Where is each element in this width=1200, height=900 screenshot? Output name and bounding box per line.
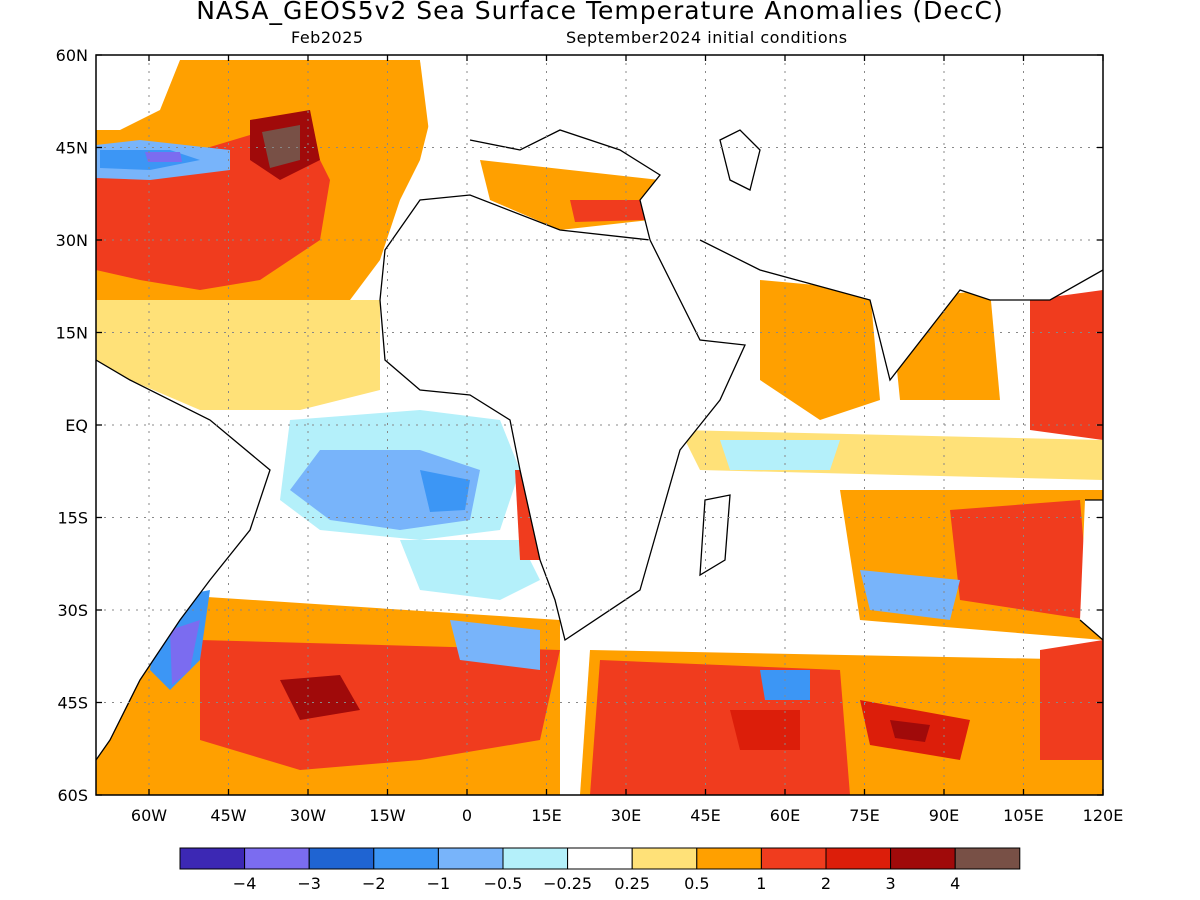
valid-month-label: Feb2025: [291, 28, 364, 47]
lon-label: 60W: [131, 806, 167, 825]
colorbar-swatch: [308, 847, 375, 870]
colorbar-swatch: [696, 847, 762, 870]
colorbar-label: −4: [233, 874, 257, 893]
lat-label: 45S: [57, 694, 88, 713]
colorbar-label: −2: [362, 874, 386, 893]
colorbar-label: 4: [950, 874, 960, 893]
graticule: [96, 55, 1103, 795]
colorbar-label: 2: [821, 874, 831, 893]
colorbar-label: 3: [886, 874, 896, 893]
colorbar-swatch: [179, 847, 246, 870]
longitude-labels: 60W 45W 30W 15W 0 15E 30E 45E 60E 75E 90E 105E 120E: [131, 55, 1123, 825]
lon-label: 15E: [531, 806, 561, 825]
latitude-labels: 60N 45N 30N 15N EQ 15S 30S 45S 60S: [56, 46, 1103, 805]
lon-label: 45W: [210, 806, 246, 825]
lon-label: 0: [462, 806, 472, 825]
colorbar-swatch: [954, 847, 1021, 870]
lon-label: 30E: [611, 806, 641, 825]
lat-label: 15S: [57, 509, 88, 528]
lat-label: 60N: [56, 46, 88, 65]
lon-label: 30W: [290, 806, 326, 825]
lon-label: 60E: [770, 806, 800, 825]
colorbar-swatch: [437, 847, 504, 870]
colorbar-swatch: [760, 847, 827, 870]
lon-label: 105E: [1003, 806, 1044, 825]
lat-label: EQ: [65, 416, 88, 435]
lat-label: 30S: [57, 601, 88, 620]
lon-label: 120E: [1083, 806, 1124, 825]
colorbar-swatch: [373, 847, 439, 870]
colorbar-label: −0.5: [484, 874, 523, 893]
colorbar-swatch: [502, 847, 569, 870]
colorbar-swatch: [825, 847, 892, 870]
colorbar-swatch: [244, 847, 310, 870]
anomaly-field: [96, 55, 1103, 795]
colorbar-swatch: [567, 847, 633, 870]
chart-title: NASA_GEOS5v2 Sea Surface Temperature Ano…: [196, 0, 1004, 25]
lat-label: 60S: [57, 786, 88, 805]
colorbar-swatch: [631, 847, 698, 870]
colorbar-label: 0.5: [684, 874, 709, 893]
lon-label: 75E: [849, 806, 879, 825]
init-conditions-label: September2024 initial conditions: [566, 28, 848, 47]
colorbar: −4 −3 −2 −1 −0.5 −0.25 0.25 0.5 1 2 3 4: [179, 847, 1021, 893]
colorbar-label: −3: [297, 874, 321, 893]
lon-label: 90E: [929, 806, 959, 825]
colorbar-swatch: [890, 847, 956, 870]
colorbar-label: −1: [427, 874, 451, 893]
lat-label: 15N: [56, 324, 88, 343]
lat-label: 30N: [56, 231, 88, 250]
lat-label: 45N: [56, 139, 88, 158]
colorbar-label: 0.25: [614, 874, 650, 893]
colorbar-label: 1: [756, 874, 766, 893]
lon-label: 45E: [690, 806, 720, 825]
lon-label: 15W: [369, 806, 405, 825]
colorbar-label: −0.25: [543, 874, 592, 893]
